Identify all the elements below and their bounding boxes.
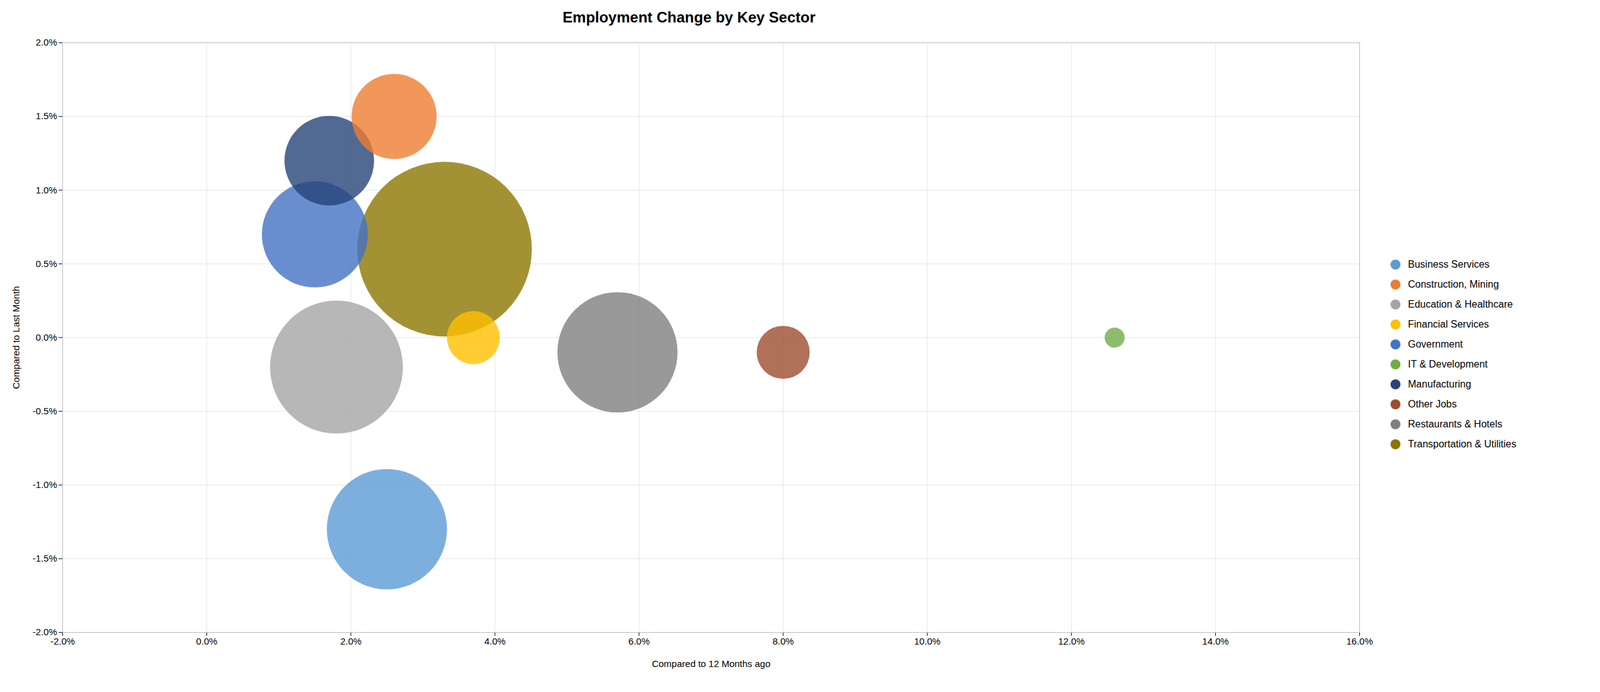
svg-text:-0.5%: -0.5% — [32, 405, 57, 416]
svg-text:4.0%: 4.0% — [484, 635, 506, 646]
svg-text:-2.0%: -2.0% — [32, 626, 58, 637]
html-text:Financial Services: Financial Services — [1407, 318, 1489, 330]
svg-text:1.5%: 1.5% — [35, 110, 57, 121]
html-text:Other Jobs: Other Jobs — [1407, 398, 1457, 410]
svg-text:-2.0%: -2.0% — [50, 635, 75, 646]
html-text:Restaurants & Hotels: Restaurants & Hotels — [1407, 418, 1503, 429]
svg-text:16.0%: 16.0% — [1346, 635, 1374, 646]
svg-text:12.0%: 12.0% — [1058, 635, 1085, 646]
html-text:Employment Change by Key Secto: Employment Change by Key Sector — [562, 8, 816, 26]
html-text:Construction, Mining: Construction, Mining — [1407, 278, 1499, 290]
svg-text:8.0%: 8.0% — [772, 635, 794, 646]
svg-text:0.5%: 0.5% — [35, 258, 57, 269]
html-text:Manufacturing: Manufacturing — [1407, 378, 1472, 390]
html-text:Education & Healthcare: Education & Healthcare — [1407, 298, 1513, 310]
svg-text:-1.5%: -1.5% — [32, 552, 57, 564]
svg-text:14.0%: 14.0% — [1202, 635, 1229, 646]
html-text:Government: Government — [1407, 338, 1463, 350]
svg-text:10.0%: 10.0% — [914, 635, 941, 646]
html-text:Transportation & Utilities: Transportation & Utilities — [1407, 438, 1517, 449]
svg-text:1.0%: 1.0% — [35, 184, 57, 196]
svg-text:Compared to 12 Months ago: Compared to 12 Months ago — [651, 657, 771, 669]
svg-text:2.0%: 2.0% — [340, 635, 362, 646]
svg-text:0.0%: 0.0% — [196, 635, 218, 646]
html-text:IT & Development: IT & Development — [1407, 358, 1488, 370]
svg-text:0.0%: 0.0% — [35, 331, 57, 343]
html-text:Business Services: Business Services — [1407, 258, 1490, 270]
svg-text:2.0%: 2.0% — [35, 36, 57, 48]
svg-text:Compared to Last Month: Compared to Last Month — [10, 285, 22, 389]
svg-text:-1.0%: -1.0% — [32, 478, 57, 490]
svg-text:6.0%: 6.0% — [628, 635, 650, 646]
